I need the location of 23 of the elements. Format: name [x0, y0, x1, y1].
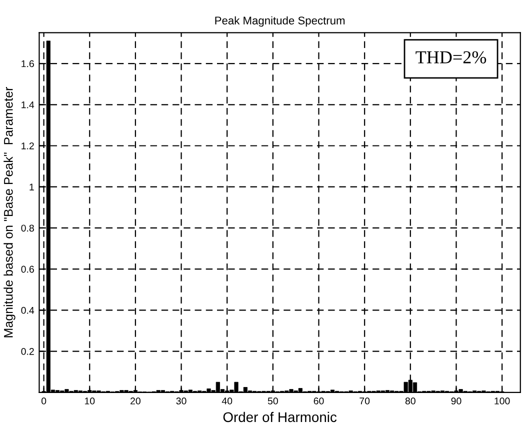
- x-tick-label: 100: [494, 398, 510, 404]
- y-tick-label: 0.2: [21, 348, 34, 355]
- x-axis-title: Order of Harmonic: [223, 412, 337, 422]
- y-tick-label: 0.6: [21, 266, 34, 273]
- x-tick-label: 60: [314, 398, 324, 404]
- y-tick-label: 0.8: [21, 224, 34, 232]
- annotation: THD=2%: [416, 51, 486, 64]
- x-tick-label: 10: [84, 398, 95, 404]
- x-tick-label: 0: [41, 398, 46, 404]
- x-tick-label: 50: [268, 398, 278, 404]
- x-tick-label: 80: [405, 398, 416, 404]
- y-tick-label: 1.6: [22, 60, 34, 68]
- x-tick-label: 30: [176, 398, 186, 404]
- y-tick-label: 1: [30, 184, 34, 190]
- x-tick-label: 40: [222, 398, 232, 404]
- y-axis-title: Magnitude based on "Base Peak" Parameter: [4, 87, 16, 338]
- x-tick-label: 20: [130, 398, 140, 404]
- y-tick-label: 1.4: [22, 101, 34, 108]
- y-tick-label: 1.2: [22, 142, 34, 150]
- chart-title: Peak Magnitude Spectrum: [215, 16, 345, 27]
- x-tick-label: 90: [451, 398, 462, 404]
- x-tick-label: 70: [360, 398, 370, 404]
- y-tick-label: 0.4: [21, 306, 34, 314]
